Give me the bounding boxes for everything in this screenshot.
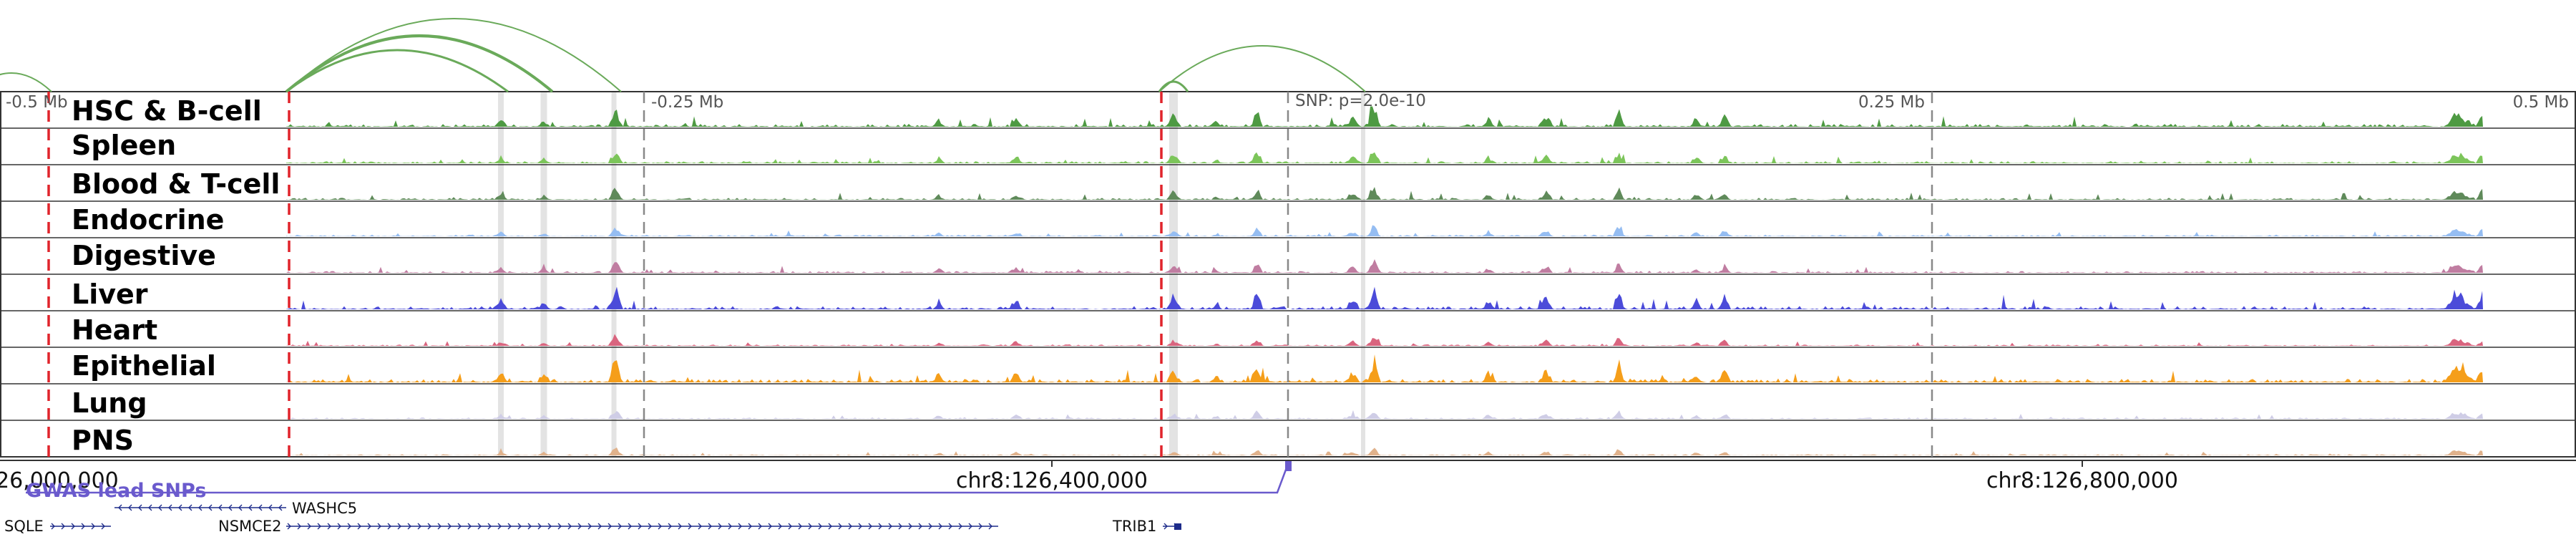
coordinate-label-126-4: chr8:126,400,000 (956, 468, 1148, 493)
gwas-connector-line (26, 463, 1289, 494)
signal-tracks-layer (286, 106, 2483, 455)
snp-pvalue-label: SNP: p=2.0e-10 (1295, 92, 1426, 110)
gwas-track: GWAS lead SNPs (26, 461, 1292, 502)
track-label-liver: Liver (72, 279, 148, 310)
coordinate-label-left: 26,000,000 (0, 468, 119, 493)
track-label-digestive: Digestive (72, 240, 216, 271)
signal-area (286, 152, 2483, 163)
gene-label-washc5: WASHC5 (292, 500, 357, 517)
distance-label-minus-0-5: -0.5 Mb (6, 93, 68, 112)
gene-model-nsmce2 (286, 523, 998, 530)
track-label-spleen: Spleen (72, 130, 176, 161)
gwas-snp-marker (1285, 461, 1292, 471)
strand-chevrons (51, 523, 105, 530)
signal-area (286, 187, 2483, 200)
gene-label-nsmce2: NSMCE2 (218, 518, 281, 535)
signal-area (286, 334, 2483, 346)
coordinate-axis: 26,000,000 chr8:126,400,000 chr8:126,800… (0, 460, 2576, 493)
signal-track-7 (286, 354, 2483, 382)
signal-track-9 (286, 448, 2483, 455)
track-label-endocrine: Endocrine (72, 204, 224, 236)
signal-track-0 (286, 106, 2483, 127)
coordinate-label-126-8: chr8:126,800,000 (1986, 468, 2178, 493)
loop-arc (1158, 80, 1189, 92)
loop-arc (1158, 45, 1366, 92)
distance-label-minus-0-25: -0.25 Mb (651, 93, 723, 112)
gene-label-sqle: SQLE (4, 518, 44, 535)
signal-area (286, 286, 2483, 309)
gene-model-sqle (50, 523, 111, 530)
gene-annotation-track: WASHC5 SQLE NSMCE2 TRIB1 (4, 500, 1181, 535)
loop-arc (0, 72, 52, 92)
signal-track-8 (286, 410, 2483, 419)
distance-label-plus-0-5: 0.5 Mb (2513, 93, 2569, 112)
distance-label-plus-0-25: 0.25 Mb (1858, 93, 1925, 112)
track-labels: HSC & B-cell Spleen Blood & T-cell Endoc… (72, 95, 280, 456)
loop-arc (286, 49, 509, 93)
strand-chevrons (118, 504, 283, 511)
signal-track-1 (286, 152, 2483, 163)
gwas-lead-snps-label: GWAS lead SNPs (26, 480, 206, 502)
loop-arc (286, 18, 622, 92)
signal-track-5 (286, 286, 2483, 309)
signal-track-6 (286, 334, 2483, 346)
track-label-epithelial: Epithelial (72, 350, 216, 382)
track-label-lung: Lung (72, 387, 147, 419)
distance-labels: -0.5 Mb -0.25 Mb SNP: p=2.0e-10 0.25 Mb … (6, 92, 2569, 112)
signal-area (286, 410, 2483, 419)
gene-exon-block (1174, 523, 1181, 530)
track-label-heart: Heart (72, 314, 157, 346)
track-label-pns: PNS (72, 425, 134, 456)
signal-area (286, 448, 2483, 455)
position-markers-layer (47, 92, 1933, 457)
track-label-blood-t-cell: Blood & T-cell (72, 168, 280, 200)
strand-chevrons (287, 523, 992, 530)
track-label-hsc-b-cell: HSC & B-cell (72, 95, 262, 127)
track-frames-layer (0, 91, 2576, 458)
signal-track-2 (286, 187, 2483, 200)
gene-label-trib1: TRIB1 (1112, 518, 1156, 535)
loop-arcs-layer (0, 18, 1366, 93)
loop-arc (285, 34, 554, 93)
signal-area (286, 354, 2483, 382)
gene-model-washc5 (114, 504, 286, 511)
signal-area (286, 106, 2483, 127)
